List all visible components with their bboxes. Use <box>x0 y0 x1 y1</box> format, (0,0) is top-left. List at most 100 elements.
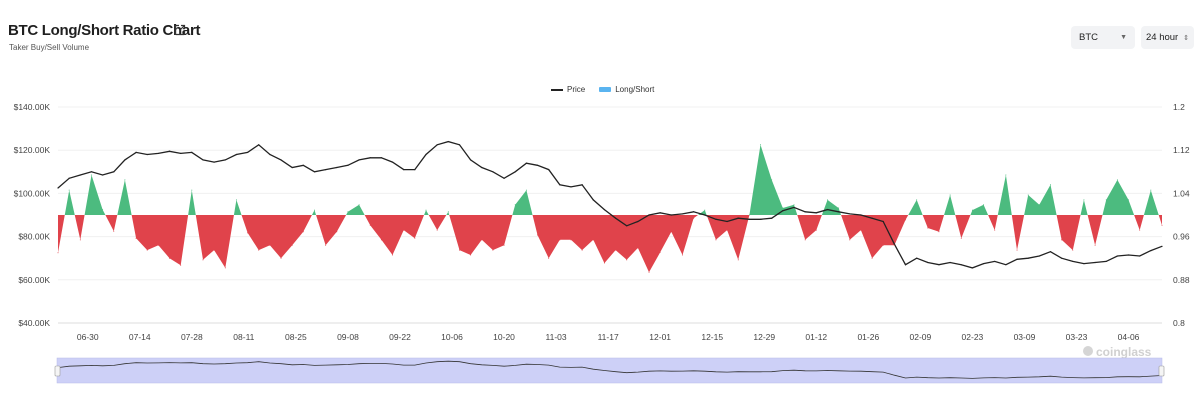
left-axis-tick: $100.00K <box>14 188 51 198</box>
long-short-point <box>458 249 460 251</box>
long-short-point <box>336 231 338 233</box>
navigator-left-handle[interactable] <box>54 365 61 377</box>
price-point <box>994 260 996 263</box>
long-short-point <box>960 237 962 239</box>
price-point <box>670 214 672 216</box>
price-line <box>57 140 1163 269</box>
price-point <box>1105 260 1107 263</box>
price-point <box>1139 255 1141 257</box>
long-short-point <box>258 249 260 251</box>
price-point <box>893 243 895 245</box>
price-point <box>804 211 806 213</box>
price-point <box>481 166 483 169</box>
long-short-point <box>213 249 215 251</box>
long-short-point <box>392 254 394 256</box>
long-short-point <box>1005 174 1007 176</box>
price-point <box>982 263 985 265</box>
legend-long-short[interactable]: Long/Short <box>615 85 655 94</box>
long-short-point <box>871 257 873 259</box>
price-point <box>380 157 382 159</box>
price-point <box>536 164 539 166</box>
external-link-icon[interactable] <box>174 24 186 36</box>
long-short-point <box>715 239 717 241</box>
price-point <box>1072 260 1074 263</box>
long-short-point <box>949 194 951 196</box>
symbol-select[interactable]: BTC ▼ <box>1071 26 1135 49</box>
long-short-point <box>414 237 416 239</box>
long-short-point <box>670 231 672 233</box>
price-point <box>938 264 940 266</box>
long-short-point <box>983 204 985 206</box>
navigator-right-handle[interactable] <box>1158 365 1165 377</box>
price-point <box>246 151 249 153</box>
long-short-point <box>1083 199 1085 201</box>
price-point <box>603 209 606 211</box>
long-short-point <box>313 209 315 211</box>
price-point <box>302 164 304 166</box>
price-point <box>614 217 617 219</box>
long-short-point <box>124 179 126 181</box>
long-short-point <box>849 239 851 241</box>
long-short-point <box>525 189 527 191</box>
price-point <box>971 267 974 269</box>
price-point <box>916 257 918 259</box>
price-point <box>581 184 583 186</box>
long-short-point <box>68 189 70 191</box>
long-short-point <box>135 237 137 239</box>
legend-price[interactable]: Price <box>567 85 586 94</box>
price-point <box>548 169 550 171</box>
interval-select[interactable]: 24 hour ⇕ <box>1141 26 1194 49</box>
x-axis-tick: 06-30 <box>77 332 99 342</box>
long-short-point <box>704 209 706 211</box>
long-short-point <box>79 239 81 241</box>
x-axis-tick: 07-28 <box>181 332 203 342</box>
long-short-point <box>737 259 739 261</box>
long-short-point <box>1161 224 1163 226</box>
price-point <box>704 214 706 216</box>
long-short-point <box>481 239 483 241</box>
price-point <box>447 140 449 143</box>
long-short-point <box>191 189 193 191</box>
long-short-point <box>815 229 817 231</box>
legend-long-short-swatch <box>599 87 612 92</box>
left-axis-tick: $140.00K <box>14 102 51 112</box>
interval-select-value: 24 hour <box>1146 32 1179 43</box>
price-point <box>1161 245 1163 247</box>
long-short-point <box>503 244 505 246</box>
long-short-point <box>681 254 683 256</box>
price-point <box>57 187 59 189</box>
chart-legend: Price Long/Short <box>551 85 654 94</box>
long-short-point <box>615 249 617 251</box>
long-short-point <box>882 244 884 246</box>
long-short-point <box>782 207 784 209</box>
left-axis-tick: $40.00K <box>18 318 50 328</box>
left-axis-tick: $60.00K <box>18 275 50 285</box>
page-subtitle: Taker Buy/Sell Volume <box>9 43 90 52</box>
x-axis-tick: 04-06 <box>1118 332 1140 342</box>
price-point <box>1027 257 1029 259</box>
price-point <box>871 217 873 219</box>
short-area <box>58 215 1162 273</box>
long-short-point <box>157 244 159 246</box>
x-axis-tick: 10-06 <box>441 332 463 342</box>
price-point <box>1049 251 1052 253</box>
long-short-point <box>1105 199 1107 201</box>
right-axis-tick: 0.8 <box>1173 318 1185 328</box>
x-axis-tick: 01-12 <box>805 332 827 342</box>
navigator[interactable] <box>54 357 1165 384</box>
price-point <box>470 159 472 161</box>
price-point <box>838 211 840 213</box>
price-point <box>291 166 293 169</box>
long-short-point <box>202 259 204 261</box>
price-point <box>135 151 137 153</box>
long-short-point <box>1128 199 1130 201</box>
x-axis-tick: 11-17 <box>598 332 619 342</box>
long-short-point <box>113 230 115 232</box>
price-point <box>325 169 327 171</box>
price-point <box>269 153 271 156</box>
price-point <box>659 212 661 214</box>
price-point <box>1150 250 1152 252</box>
price-point <box>425 153 427 156</box>
x-axis-tick: 02-23 <box>962 332 984 342</box>
long-short-point <box>693 217 695 219</box>
